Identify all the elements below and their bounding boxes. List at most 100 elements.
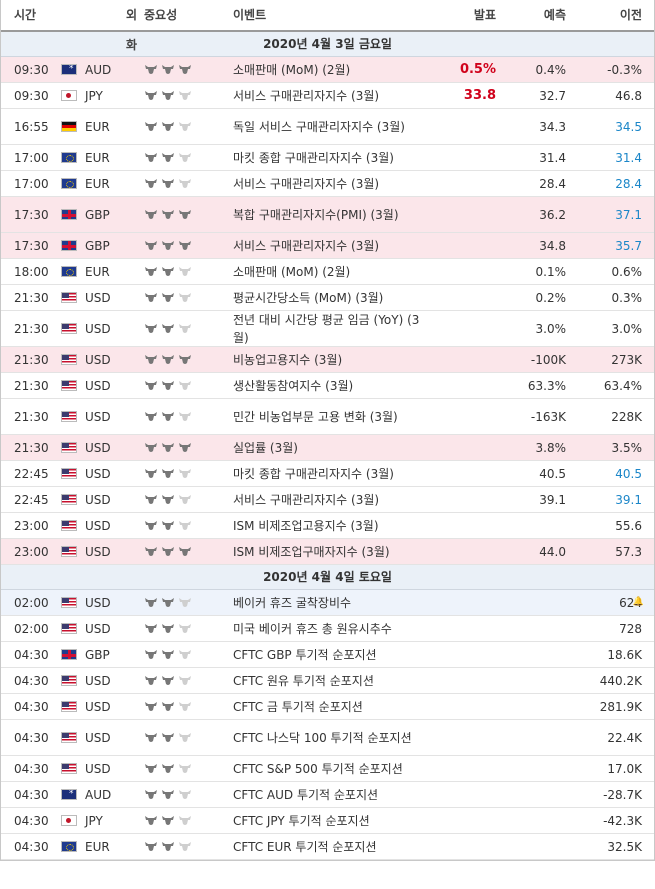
previous-value: 39.1: [615, 492, 642, 507]
event-name[interactable]: 독일 서비스 구매관리자지수 (3월): [233, 119, 405, 134]
table-row[interactable]: 02:00 USD 미국 베이커 휴즈 총 원유시추수 728: [1, 616, 654, 642]
table-row[interactable]: 17:00 EUR 마킷 종합 구매관리자지수 (3월) 31.4 31.4: [1, 145, 654, 171]
table-row[interactable]: 21:30 USD 평균시간당소득 (MoM) (3월) 0.2% 0.3%: [1, 285, 654, 311]
bull-icon: [178, 152, 192, 163]
previous-value: 281.9K: [599, 699, 642, 714]
table-row[interactable]: 04:30 JPY CFTC JPY 투기적 순포지션 -42.3K: [1, 808, 654, 834]
event-time: 04:30: [14, 787, 49, 802]
event-name[interactable]: 마킷 종합 구매관리자지수 (3월): [233, 466, 394, 481]
header-importance[interactable]: 중요성: [144, 8, 178, 22]
table-row[interactable]: 17:30 GBP 서비스 구매관리자지수 (3월) 34.8 35.7: [1, 233, 654, 259]
event-name[interactable]: 미국 베이커 휴즈 총 원유시추수: [233, 621, 392, 636]
event-name[interactable]: 민간 비농업부문 고용 변화 (3월): [233, 409, 398, 424]
table-row[interactable]: 23:00 USD ISM 비제조업구매자지수 (3월) 44.0 57.3: [1, 539, 654, 565]
event-name[interactable]: 생산활동참여지수 (3월): [233, 378, 354, 393]
table-row[interactable]: 21:30 USD 비농업고용지수 (3월) -100K 273K: [1, 347, 654, 373]
event-name[interactable]: 서비스 구매관리자지수 (3월): [233, 492, 380, 507]
event-time: 09:30: [14, 62, 49, 77]
header-forecast[interactable]: 예측: [543, 8, 566, 22]
event-time: 21:30: [14, 352, 49, 367]
event-name[interactable]: CFTC 원유 투기적 순포지션: [233, 673, 374, 688]
importance-rating: [144, 649, 233, 660]
header-event[interactable]: 이벤트: [233, 8, 267, 22]
table-row[interactable]: 04:30 USD CFTC 금 투기적 순포지션 281.9K: [1, 694, 654, 720]
bull-icon: [161, 121, 175, 132]
bull-icon: [161, 701, 175, 712]
flag-cell: [61, 732, 83, 743]
table-row[interactable]: 21:30 USD 실업률 (3월) 3.8% 3.5%: [1, 435, 654, 461]
table-row[interactable]: 17:00 EUR 서비스 구매관리자지수 (3월) 28.4 28.4: [1, 171, 654, 197]
table-row[interactable]: 04:30 GBP CFTC GBP 투기적 순포지션 18.6K: [1, 642, 654, 668]
table-row[interactable]: 22:45 USD 마킷 종합 구매관리자지수 (3월) 40.5 40.5: [1, 461, 654, 487]
aud-flag-icon: [61, 789, 77, 800]
currency-code: USD: [85, 409, 111, 424]
table-row[interactable]: 04:30 AUD CFTC AUD 투기적 순포지션 -28.7K: [1, 782, 654, 808]
currency-code: USD: [85, 673, 111, 688]
table-row[interactable]: 02:00 USD 베이커 휴즈 굴착장비수 624 🔔: [1, 590, 654, 616]
event-name[interactable]: CFTC 금 투기적 순포지션: [233, 699, 363, 714]
event-name[interactable]: 소매판매 (MoM) (2월): [233, 62, 351, 77]
event-name[interactable]: 서비스 구매관리자지수 (3월): [233, 238, 380, 253]
event-name[interactable]: CFTC GBP 투기적 순포지션: [233, 647, 377, 662]
table-row[interactable]: 04:30 USD CFTC S&P 500 투기적 순포지션 17.0K: [1, 756, 654, 782]
event-name[interactable]: 비농업고용지수 (3월): [233, 352, 343, 367]
bull-icon: [144, 178, 158, 189]
event-name[interactable]: 전년 대비 시간당 평균 임금 (YoY) (3월): [233, 312, 420, 345]
table-row[interactable]: 09:30 AUD 소매판매 (MoM) (2월) 0.5% 0.4% -0.3%: [1, 57, 654, 83]
forecast-value: 39.1: [539, 492, 566, 507]
table-row[interactable]: 22:45 USD 서비스 구매관리자지수 (3월) 39.1 39.1: [1, 487, 654, 513]
event-name[interactable]: 서비스 구매관리자지수 (3월): [233, 176, 380, 191]
gbp-flag-icon: [61, 649, 77, 660]
event-name[interactable]: 평균시간당소득 (MoM) (3월): [233, 290, 384, 305]
bull-icon: [178, 64, 192, 75]
event-name[interactable]: CFTC EUR 투기적 순포지션: [233, 839, 377, 854]
event-name[interactable]: 복합 구매관리자지수(PMI) (3월): [233, 207, 399, 222]
header-time[interactable]: 시간: [14, 8, 37, 22]
event-name[interactable]: ISM 비제조업고용지수 (3월): [233, 518, 379, 533]
bell-plus-icon[interactable]: 🔔: [632, 597, 644, 607]
table-row[interactable]: 16:55 EUR 독일 서비스 구매관리자지수 (3월) 34.3 34.5: [1, 109, 654, 145]
event-time: 04:30: [14, 761, 49, 776]
header-actual[interactable]: 발표: [473, 8, 496, 22]
forecast-value: 63.3%: [527, 378, 566, 393]
event-time: 23:00: [14, 544, 49, 559]
forecast-value: 32.7: [539, 88, 566, 103]
table-row[interactable]: 04:30 EUR CFTC EUR 투기적 순포지션 32.5K: [1, 834, 654, 860]
table-row[interactable]: 21:30 USD 생산활동참여지수 (3월) 63.3% 63.4%: [1, 373, 654, 399]
currency-code: JPY: [85, 88, 103, 103]
usd-flag-icon: [61, 732, 77, 743]
event-time: 16:55: [14, 119, 49, 134]
event-name[interactable]: 베이커 휴즈 굴착장비수: [233, 595, 352, 610]
event-name[interactable]: CFTC S&P 500 투기적 순포지션: [233, 761, 403, 776]
event-name[interactable]: CFTC 나스닥 100 투기적 순포지션: [233, 730, 412, 745]
bull-icon: [178, 649, 192, 660]
event-name[interactable]: 소매판매 (MoM) (2월): [233, 264, 351, 279]
currency-code: USD: [85, 352, 111, 367]
currency-code: EUR: [85, 264, 110, 279]
table-row[interactable]: 04:30 USD CFTC 원유 투기적 순포지션 440.2K: [1, 668, 654, 694]
table-row[interactable]: 21:30 USD 민간 비농업부문 고용 변화 (3월) -163K 228K: [1, 399, 654, 435]
header-currency[interactable]: 외화: [126, 8, 138, 52]
event-name[interactable]: ISM 비제조업구매자지수 (3월): [233, 544, 390, 559]
event-name[interactable]: CFTC JPY 투기적 순포지션: [233, 813, 370, 828]
currency-code: USD: [85, 544, 111, 559]
event-name[interactable]: 실업률 (3월): [233, 440, 298, 455]
header-previous[interactable]: 이전: [619, 8, 642, 22]
bull-icon: [178, 623, 192, 634]
table-row[interactable]: 04:30 USD CFTC 나스닥 100 투기적 순포지션 22.4K: [1, 720, 654, 756]
table-row[interactable]: 17:30 GBP 복합 구매관리자지수(PMI) (3월) 36.2 37.1: [1, 197, 654, 233]
bull-icon: [178, 442, 192, 453]
event-name[interactable]: 서비스 구매관리자지수 (3월): [233, 88, 380, 103]
importance-rating: [144, 675, 233, 686]
table-row[interactable]: 23:00 USD ISM 비제조업고용지수 (3월) 55.6: [1, 513, 654, 539]
table-row[interactable]: 21:30 USD 전년 대비 시간당 평균 임금 (YoY) (3월) 3.0% 3.…: [1, 311, 654, 347]
previous-value: 273K: [611, 352, 642, 367]
bull-icon: [161, 675, 175, 686]
currency-code: USD: [85, 492, 111, 507]
event-time: 17:30: [14, 207, 49, 222]
event-name[interactable]: CFTC AUD 투기적 순포지션: [233, 787, 379, 802]
event-name[interactable]: 마킷 종합 구매관리자지수 (3월): [233, 150, 394, 165]
bull-icon: [144, 411, 158, 422]
table-row[interactable]: 18:00 EUR 소매판매 (MoM) (2월) 0.1% 0.6%: [1, 259, 654, 285]
table-row[interactable]: 09:30 JPY 서비스 구매관리자지수 (3월) 33.8 32.7 46.8: [1, 83, 654, 109]
